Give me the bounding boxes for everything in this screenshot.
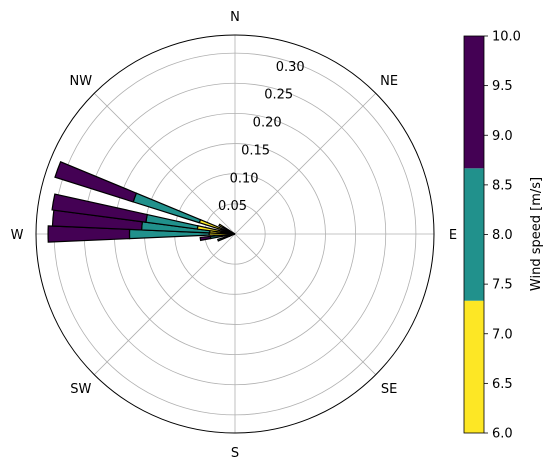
wind-bar-250 (216, 233, 236, 242)
wind-bar-280 (51, 193, 236, 235)
colorbar-band (464, 36, 484, 169)
wind-bar-segment (199, 235, 212, 242)
colorbar-tick-label: 6.0 (492, 427, 513, 442)
colorbar-tick-label: 7.5 (492, 278, 513, 293)
colorbar-tick-label: 10.0 (492, 30, 521, 45)
wind-bar-segment (218, 223, 236, 235)
angular-grid-line (234, 93, 376, 235)
radial-tick-label: 0.05 (218, 199, 247, 214)
direction-label-se: SE (381, 382, 397, 397)
angular-grid-line (234, 233, 376, 375)
wind-bars (47, 160, 236, 243)
colorbar-band (464, 300, 484, 433)
radial-tick-label: 0.15 (241, 143, 270, 158)
colorbar-label: Wind speed [m/s] (529, 177, 544, 291)
wind-bar-segment (51, 193, 148, 223)
colorbar-tick-label: 9.0 (492, 129, 513, 144)
direction-label-e: E (449, 228, 457, 243)
wind-bar-300 (218, 223, 236, 235)
polar-frame (35, 34, 435, 434)
colorbar-tick-label: 6.5 (492, 377, 513, 392)
wind-bar-290 (54, 160, 236, 235)
colorbar-tick-label: 7.0 (492, 327, 513, 342)
colorbar-tick-label: 8.0 (492, 228, 513, 243)
angular-grid-line (94, 233, 236, 375)
colorbar-tick-label: 8.5 (492, 178, 513, 193)
direction-label-s: S (231, 446, 239, 461)
colorbar-band (464, 168, 484, 301)
radial-tick-label: 0.20 (253, 116, 282, 131)
radial-tick-label: 0.30 (276, 60, 305, 75)
radial-tick-label: 0.25 (264, 88, 293, 103)
angular-grid-line (94, 93, 236, 235)
wind-bar-segment (47, 225, 131, 243)
direction-label-nw: NW (70, 74, 93, 89)
radial-tick-labels: 0.05 0.10 0.15 0.20 0.25 0.30 (218, 60, 305, 214)
direction-label-ne: NE (380, 74, 398, 89)
wind-bar-segment (54, 160, 138, 203)
colorbar: 6.0 6.5 7.0 7.5 8.0 8.5 9.0 9.5 10.0 Wind speed [… (463, 30, 544, 442)
direction-label-n: N (230, 10, 240, 25)
direction-label-sw: SW (70, 382, 91, 397)
direction-labels: N NE E SE S SW W NW (11, 10, 458, 461)
colorbar-tick-label: 9.5 (492, 79, 513, 94)
direction-label-w: W (11, 228, 24, 243)
radial-tick-label: 0.10 (230, 171, 259, 186)
wind-bar-segment (216, 235, 231, 242)
